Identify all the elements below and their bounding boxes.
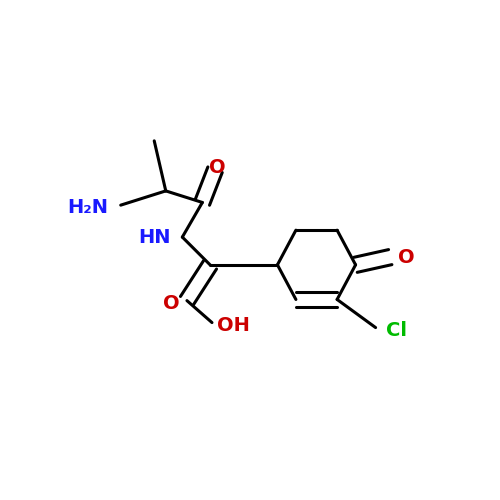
Text: H₂N: H₂N [67,198,108,216]
Text: OH: OH [217,316,250,335]
Text: O: O [210,158,226,178]
Text: O: O [398,248,414,266]
Text: Cl: Cl [386,321,407,340]
Text: O: O [163,294,180,313]
Text: HN: HN [138,228,171,248]
